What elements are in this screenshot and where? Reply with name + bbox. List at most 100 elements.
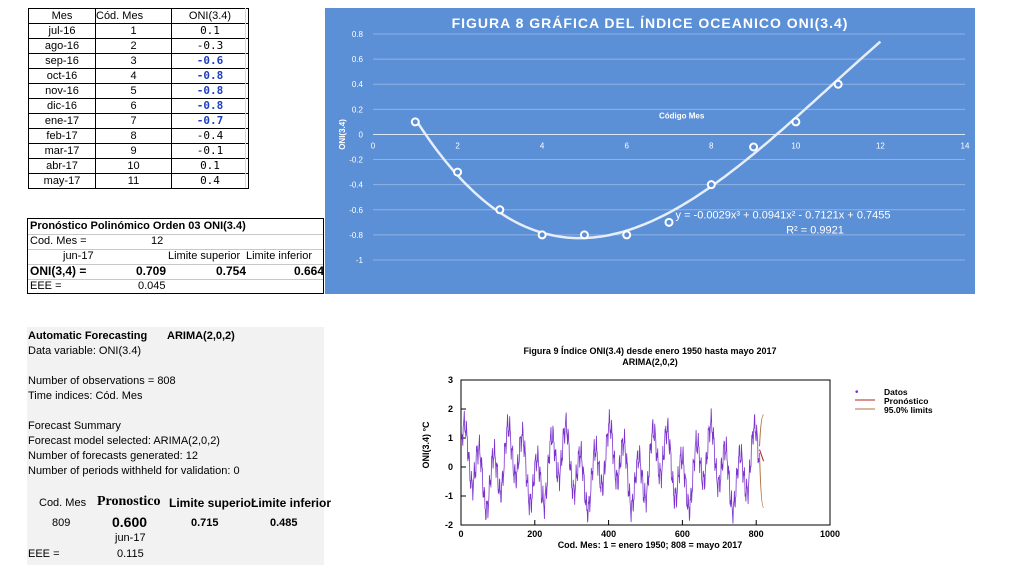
arima-eee-value: 0.115 [117,548,144,560]
poly-eee-row: EEE = 0.045 [28,279,323,294]
x-tick-label: 14 [961,141,970,150]
table-row: ene-17 7 -0.7 [28,113,249,129]
arima-info-line: Data variable: ONI(3.4) [28,345,142,357]
figure-8-svg: FIGURA 8 GRÁFICA DEL ÍNDICE OCEANICO ONI… [338,15,970,265]
x-axis-label: Código Mes [659,111,705,120]
cell-oni: -0.4 [171,128,249,144]
y-tick-label: -1 [356,256,364,265]
x-tick-label: 0 [371,141,376,150]
arima-col-pronostico: Pronostico [97,494,161,509]
table-row: sep-16 3 -0.6 [28,53,249,69]
header-oni: ONI(3.4) [171,8,249,24]
y-tick-label: -0.6 [349,206,363,215]
data-point [791,117,801,127]
table-row: jul-16 1 0.1 [28,23,249,39]
fig9-x-tick-label: 600 [675,529,690,539]
trendline [414,40,882,240]
y-tick-label: -0.8 [349,231,363,240]
data-table: Mes Cód. Mes ONI(3.4) jul-16 1 0.1 ago-16 2-… [28,8,249,189]
x-tick-label: 8 [709,141,714,150]
data-point [622,230,632,240]
cell-oni: 0.4 [171,173,249,189]
table-header-row: Mes Cód. Mes ONI(3.4) [28,8,249,24]
cell-mes: ene-17 [28,113,96,129]
poly-codmes-value: 12 [151,235,164,247]
y-tick-label: 0.6 [352,55,364,64]
fig9-forecast-line [759,449,765,462]
cell-mes: oct-16 [28,68,96,84]
cell-oni: 0.1 [171,23,249,39]
fig9-y-tick-label: -2 [445,520,453,530]
cell-mes: dic-16 [28,98,96,114]
table-body: jul-16 1 0.1 ago-16 2 -0.3 sep-16 3 -0.6 oct-16 4-… [28,23,249,189]
fig9-x-axis-label: Cod. Mes: 1 = enero 1950; 808 = mayo 201… [558,540,743,550]
fig9-y-tick-label: -1 [445,491,453,501]
fig9-plot-frame [460,379,831,526]
cell-mes: jul-16 [28,23,96,39]
cell-cod-mes: 10 [95,158,172,174]
x-tick-label: 6 [624,141,629,150]
poly-upper-label: Limite superior [168,250,241,262]
poly-upper-value: 0.754 [216,264,247,278]
fig9-x-tick-label: 1000 [820,529,840,539]
header-cod-mes: Cód. Mes [95,8,172,24]
poly-oni-value: 0.709 [136,264,167,278]
data-point [495,205,505,215]
x-tick-label: 2 [455,141,460,150]
chart-title: FIGURA 8 GRÁFICA DEL ÍNDICE OCEANICO ONI… [452,15,849,31]
data-point [749,142,759,152]
arima-info-line: Time indices: Cód. Mes [28,390,143,402]
x-tick-label: 12 [876,141,885,150]
y-axis-label: ONI(3.4) [338,119,347,150]
fig9-data-series [461,408,760,524]
poly-codmes-label: Cod. Mes = [30,235,87,247]
figure-9-svg: Figura 9 Índice ONI(3.4) desde enero 195… [421,346,933,550]
cell-cod-mes: 8 [95,128,172,144]
fig9-y-tick-label: 3 [448,375,453,385]
poly-codmes-row: Cod. Mes = 12 [28,234,323,250]
cell-cod-mes: 1 [95,23,172,39]
cell-cod-mes: 3 [95,53,172,69]
cell-mes: nov-16 [28,83,96,99]
fig9-title: Figura 9 Índice ONI(3.4) desde enero 195… [523,346,776,356]
table-row: abr-17 10 0.1 [28,158,249,174]
arima-col-upper: Limite superior [169,496,256,510]
arima-eee-label: EEE = [28,548,60,560]
poly-oni-row: ONI(3,4) = 0.709 0.754 0.664 [28,264,324,280]
cell-cod-mes: 9 [95,143,172,159]
table-row: feb-17 8 -0.4 [28,128,249,144]
sheet-grid-extension [245,8,324,188]
table-row: ago-16 2 -0.3 [28,38,249,54]
fig9-x-tick-label: 400 [601,529,616,539]
data-point [833,79,843,89]
trendline-equation: y = -0.0029x³ + 0.0941x² - 0.7121x + 0.7… [676,210,891,222]
data-point [579,230,589,240]
cell-oni: -0.1 [171,143,249,159]
y-tick-label: 0.4 [352,80,364,89]
cell-cod-mes: 6 [95,98,172,114]
table-row: may-17 11 0.4 [28,173,249,189]
cell-cod-mes: 5 [95,83,172,99]
fig9-y-axis-label: ONI(3.4) °C [421,421,431,469]
poly-month-row: jun-17 Limite superior Limite inferior [28,249,323,265]
arima-val-codmes: 809 [52,517,71,529]
cell-mes: mar-17 [28,143,96,159]
cell-mes: ago-16 [28,38,96,54]
cell-oni: -0.3 [171,38,249,54]
cell-oni: -0.8 [171,68,249,84]
y-tick-label: 0 [359,130,364,139]
cell-mes: abr-17 [28,158,96,174]
y-tick-label: 0.2 [352,105,364,114]
cell-mes: feb-17 [28,128,96,144]
table-row: nov-16 5 -0.8 [28,83,249,99]
cell-oni: -0.8 [171,98,249,114]
cell-cod-mes: 4 [95,68,172,84]
arima-panel: Automatic Forecasting ARIMA(2,0,2) Data … [27,327,331,565]
cell-cod-mes: 11 [95,173,172,189]
fig9-y-tick-label: 1 [448,433,453,443]
fig9-upper-limit [759,414,765,447]
x-tick-label: 4 [540,141,545,150]
arima-col-codmes: Cod. Mes [39,497,87,509]
fig9-x-tick-label: 200 [527,529,542,539]
fig9-x-tick-label: 800 [749,529,764,539]
